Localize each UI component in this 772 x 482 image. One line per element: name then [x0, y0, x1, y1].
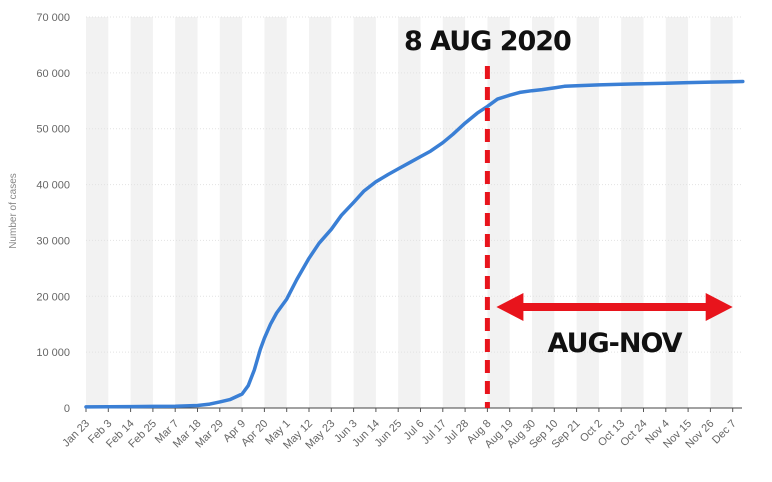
y-tick-label: 40 000	[36, 180, 70, 192]
y-tick-label: 60 000	[36, 68, 70, 80]
grid-band	[487, 17, 510, 408]
y-tick-label: 10 000	[36, 347, 70, 359]
range-arrow-left-head	[496, 293, 524, 321]
grid-band	[175, 17, 198, 408]
y-tick-label: 0	[64, 403, 70, 415]
y-tick-label: 20 000	[36, 291, 70, 303]
x-tick-label: Jan 23	[60, 418, 92, 450]
annotations: 8 AUG 2020 AUG-NOV	[404, 26, 733, 408]
range-arrow-right-head	[705, 293, 733, 321]
range-label: AUG-NOV	[548, 328, 683, 359]
grid-band	[353, 17, 376, 408]
x-tick-label: Jul 17	[420, 418, 449, 447]
grid-band	[442, 17, 466, 408]
y-axis-title: Number of cases	[8, 173, 19, 249]
grid-band	[710, 17, 733, 408]
y-tick-label: 30 000	[36, 235, 70, 247]
y-tick-label: 50 000	[36, 124, 70, 136]
y-axis: 0 10 000 20 000 30 000 40 000 50 000 60 000 70 …	[36, 12, 742, 415]
grid-band	[219, 17, 243, 408]
y-tick-label: 70 000	[36, 12, 70, 24]
series-group	[84, 79, 745, 409]
x-tick-label: Dec 7	[710, 418, 739, 447]
grid-band	[398, 17, 421, 408]
marker-label: 8 AUG 2020	[404, 26, 571, 57]
grid-band	[264, 17, 287, 408]
grid-band	[130, 17, 153, 408]
series-line	[84, 79, 745, 409]
grid-band	[86, 17, 109, 408]
grid-band	[309, 17, 332, 408]
x-tick-label: Jul 28	[442, 418, 471, 447]
